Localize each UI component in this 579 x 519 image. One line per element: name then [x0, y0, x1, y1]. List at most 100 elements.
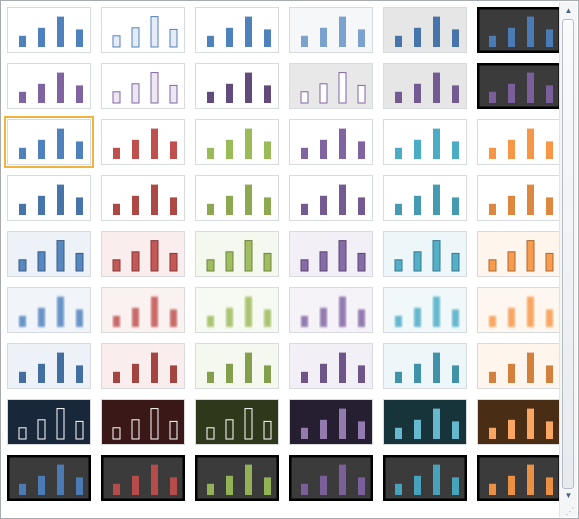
- chart-style-red-tinted[interactable]: [101, 231, 185, 277]
- style-preview-bar: [264, 365, 271, 383]
- chart-style-blue[interactable]: [4, 116, 94, 168]
- chart-style-green-gradient[interactable]: [195, 175, 279, 221]
- style-preview-bar: [358, 29, 365, 47]
- chart-style-green-tinted[interactable]: [195, 231, 279, 277]
- style-preview-bar: [56, 240, 65, 272]
- chart-style-blue-gradient[interactable]: [7, 175, 91, 221]
- style-preview-bar: [113, 483, 120, 495]
- chart-style-mono-soft[interactable]: [289, 7, 373, 53]
- style-preview-bar: [546, 365, 553, 383]
- style-preview-bar: [300, 259, 309, 272]
- chart-style-purple-tinted[interactable]: [289, 231, 373, 277]
- chart-style-mono-blue[interactable]: [195, 7, 279, 53]
- chart-style-green-dark-bg[interactable]: [195, 399, 279, 445]
- chart-style-purple-gradient[interactable]: [289, 175, 373, 221]
- chart-style-purple-dark-bg[interactable]: [289, 399, 373, 445]
- chart-style-aqua-light-bg[interactable]: [383, 343, 467, 389]
- style-preview-bar: [301, 427, 308, 439]
- style-preview-bar: [245, 352, 252, 383]
- chart-style-orange-blurred[interactable]: [477, 287, 561, 333]
- chart-style-purple-black-bg[interactable]: [289, 455, 373, 501]
- style-preview-bar: [414, 139, 421, 159]
- style-preview-bar: [395, 147, 402, 159]
- scroll-up-arrow-icon[interactable]: ▲: [564, 5, 573, 15]
- style-preview-bar: [508, 475, 515, 495]
- style-preview-bar: [395, 371, 402, 383]
- chart-style-red-blurred[interactable]: [101, 287, 185, 333]
- chart-style-red-gradient[interactable]: [101, 175, 185, 221]
- chart-style-red-dark-bg[interactable]: [101, 399, 185, 445]
- style-preview-bar: [320, 475, 327, 495]
- style-preview-bar: [358, 477, 365, 495]
- chart-style-green[interactable]: [195, 119, 279, 165]
- style-preview-bar: [358, 197, 365, 215]
- style-preview-bar: [527, 296, 534, 327]
- style-preview-bar: [339, 352, 346, 383]
- chart-style-red-black-bg[interactable]: [101, 455, 185, 501]
- chart-style-aqua-gradient[interactable]: [383, 175, 467, 221]
- style-preview-bar: [113, 371, 120, 383]
- chart-style-purple-dark[interactable]: [195, 63, 279, 109]
- style-preview-bar: [263, 420, 272, 440]
- style-preview-bar: [37, 419, 46, 440]
- chart-style-red[interactable]: [101, 119, 185, 165]
- chart-style-orange-tinted[interactable]: [477, 231, 561, 277]
- chart-style-purple-flat[interactable]: [7, 63, 91, 109]
- chart-style-blue-light-bg[interactable]: [7, 343, 91, 389]
- chart-style-mono-outline[interactable]: [7, 7, 91, 53]
- style-preview-bar: [527, 464, 534, 495]
- style-preview-bar: [150, 240, 159, 272]
- scroll-thumb[interactable]: [562, 19, 574, 489]
- chart-style-aqua-tinted[interactable]: [383, 231, 467, 277]
- chart-style-mono-hollow-light[interactable]: [101, 7, 185, 53]
- chart-style-blue-blurred[interactable]: [7, 287, 91, 333]
- style-preview-bar: [132, 363, 139, 383]
- style-preview-bar: [150, 16, 159, 48]
- chart-style-purple-light-bg[interactable]: [289, 343, 373, 389]
- style-preview-bar: [113, 315, 120, 327]
- style-preview-bar: [452, 477, 459, 495]
- style-preview-bar: [527, 128, 534, 159]
- style-preview-bar: [169, 420, 178, 440]
- chart-style-aqua-blurred[interactable]: [383, 287, 467, 333]
- chart-style-aqua[interactable]: [383, 119, 467, 165]
- chart-style-mono-gray-bg[interactable]: [383, 7, 467, 53]
- chart-style-blue-black-bg[interactable]: [7, 455, 91, 501]
- style-preview-bar: [339, 408, 346, 439]
- chart-style-purple-blurred[interactable]: [289, 287, 373, 333]
- chart-style-blue-tinted[interactable]: [7, 231, 91, 277]
- chart-style-blue-dark-bg[interactable]: [7, 399, 91, 445]
- style-preview-bar: [226, 195, 233, 215]
- chart-style-orange-gradient[interactable]: [477, 175, 561, 221]
- chart-style-purple[interactable]: [289, 119, 373, 165]
- style-preview-bar: [57, 16, 64, 47]
- scroll-down-arrow-icon[interactable]: ▼: [564, 490, 573, 500]
- style-preview-bar: [507, 251, 516, 272]
- chart-style-purple-gray-bg[interactable]: [383, 63, 467, 109]
- style-preview-bar: [245, 464, 252, 495]
- style-preview-bar: [433, 464, 440, 495]
- chart-style-green-blurred[interactable]: [195, 287, 279, 333]
- style-preview-bar: [132, 139, 139, 159]
- chart-style-purple-black-bg[interactable]: [477, 63, 561, 109]
- style-preview-bar: [414, 195, 421, 215]
- chart-style-orange[interactable]: [477, 119, 561, 165]
- style-preview-bar: [18, 427, 27, 440]
- style-preview-bar: [56, 408, 65, 440]
- gallery-scrollbar[interactable]: ▲ ▼: [559, 2, 577, 517]
- style-preview-bar: [76, 29, 83, 47]
- chart-style-purple-gray-outline[interactable]: [289, 63, 373, 109]
- chart-style-red-light-bg[interactable]: [101, 343, 185, 389]
- chart-style-orange-black-bg[interactable]: [477, 455, 561, 501]
- chart-style-purple-hollow[interactable]: [101, 63, 185, 109]
- style-preview-bar: [170, 197, 177, 215]
- chart-style-green-light-bg[interactable]: [195, 343, 279, 389]
- chart-style-orange-light-bg[interactable]: [477, 343, 561, 389]
- style-preview-bar: [488, 259, 497, 272]
- chart-style-aqua-black-bg[interactable]: [383, 455, 467, 501]
- chart-style-green-black-bg[interactable]: [195, 455, 279, 501]
- chart-style-orange-dark-bg[interactable]: [477, 399, 561, 445]
- chart-style-mono-black-bg[interactable]: [477, 7, 561, 53]
- resize-grip-icon[interactable]: ⋰: [565, 506, 575, 516]
- chart-style-aqua-dark-bg[interactable]: [383, 399, 467, 445]
